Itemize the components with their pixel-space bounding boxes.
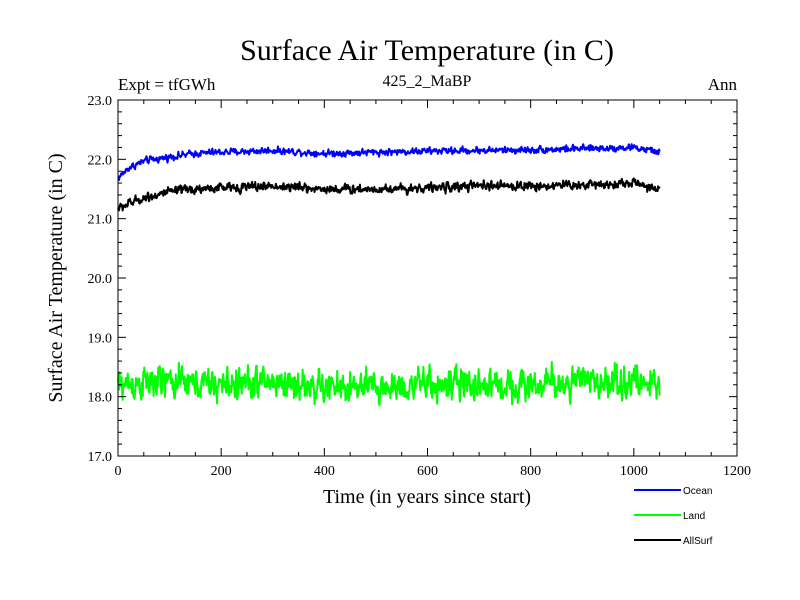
y-tick-label: 17.0 bbox=[88, 450, 113, 465]
x-tick-label: 600 bbox=[417, 464, 438, 479]
series-allsurf-line bbox=[117, 177, 661, 212]
x-tick-label: 400 bbox=[314, 464, 335, 479]
y-tick-label: 19.0 bbox=[88, 331, 113, 346]
y-tick-label: 22.0 bbox=[88, 153, 113, 168]
x-tick-label: 200 bbox=[211, 464, 232, 479]
chart-title: Surface Air Temperature (in C) bbox=[240, 34, 614, 67]
x-tick-label: 800 bbox=[520, 464, 541, 479]
y-tick-label: 21.0 bbox=[88, 213, 113, 228]
legend-label-ocean: Ocean bbox=[683, 486, 712, 497]
experiment-label: Expt = tfGWh bbox=[118, 75, 216, 94]
x-tick-label: 1000 bbox=[620, 464, 648, 479]
y-axis-label: Surface Air Temperature (in C) bbox=[45, 153, 67, 402]
series-land-line bbox=[117, 360, 661, 407]
chart-subtitle: 425_2_MaBP bbox=[383, 73, 472, 90]
legend-label-land: Land bbox=[683, 511, 705, 522]
series-ocean-line bbox=[117, 143, 661, 181]
x-tick-label: 0 bbox=[115, 464, 122, 479]
season-label: Ann bbox=[708, 75, 738, 94]
x-axis-label: Time (in years since start) bbox=[323, 486, 531, 508]
x-tick-label: 1200 bbox=[723, 464, 751, 479]
legend-label-allsurf: AllSurf bbox=[683, 536, 713, 547]
legend: Ocean Land AllSurf bbox=[634, 486, 713, 547]
series-layer bbox=[117, 143, 661, 407]
y-tick-label: 18.0 bbox=[88, 391, 113, 406]
axes-layer: 0 200 400 600 800 1000 1200 17.0 18.0 19.0 20.0 21.… bbox=[88, 94, 752, 479]
y-tick-label: 20.0 bbox=[88, 272, 113, 287]
y-tick-label: 23.0 bbox=[88, 94, 113, 109]
